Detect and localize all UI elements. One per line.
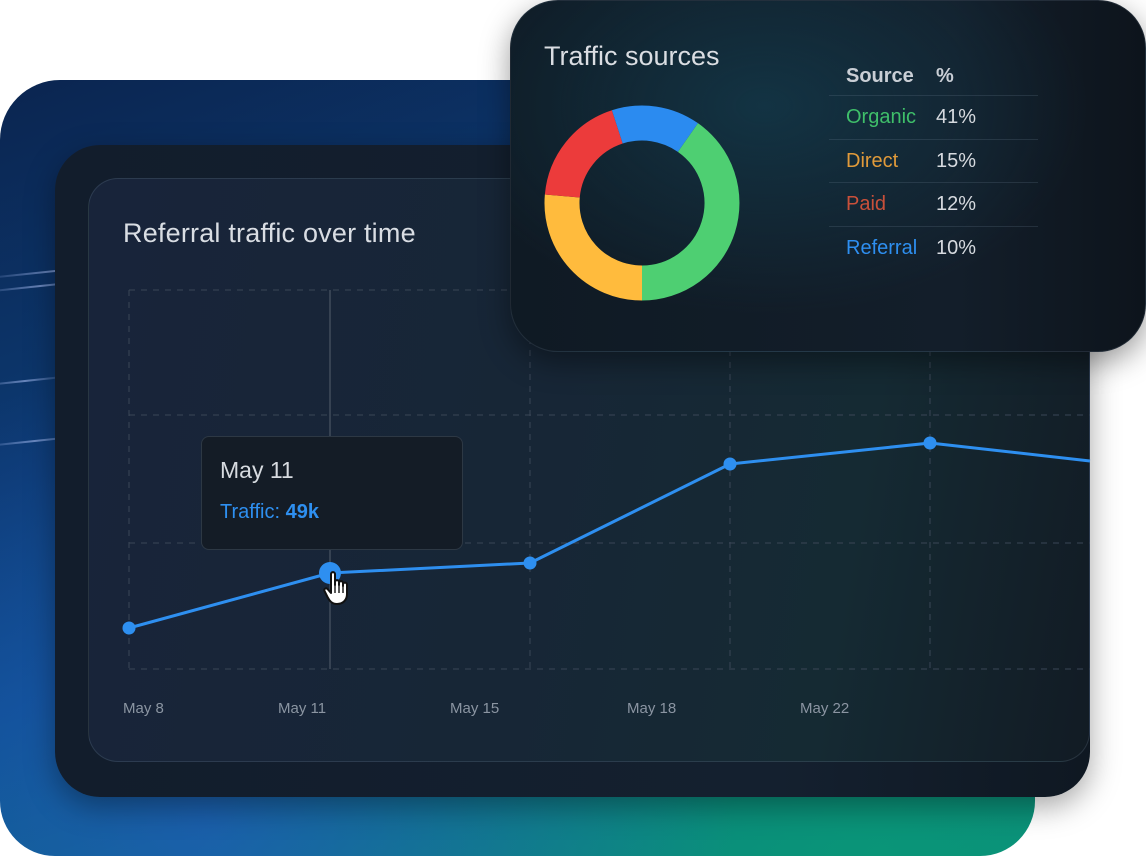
source-name: Organic [846, 106, 917, 128]
traffic-sources-title: Traffic sources [544, 41, 720, 71]
x-axis-label: May 22 [800, 700, 850, 717]
tooltip-value-number: 49k [285, 501, 319, 523]
chart-tooltip: May 11 Traffic: 49k [201, 436, 463, 550]
donut-segment-direct [544, 194, 643, 301]
x-axis-label: May 15 [450, 700, 500, 717]
pointer-hand-icon [323, 571, 348, 605]
source-percent: 10% [936, 236, 977, 259]
traffic-sources-donut [544, 105, 740, 301]
source-name: Direct [846, 149, 899, 172]
donut-segment-referral [611, 105, 698, 153]
table-row: Referral 10% [829, 227, 1038, 271]
traffic-sources-card: Traffic sources Source % Organic 41% Dir… [510, 0, 1146, 352]
source-percent: 15% [936, 149, 977, 172]
column-header-percent: % [936, 65, 954, 87]
x-axis-label: May 18 [627, 700, 677, 717]
source-percent: 12% [936, 193, 977, 215]
x-axis-label: May 8 [123, 700, 164, 717]
chart-title: Referral traffic over time [123, 218, 416, 248]
table-row: Paid 12% [829, 183, 1038, 227]
x-axis-label: May 11 [278, 700, 327, 717]
donut-segment-organic [641, 123, 740, 301]
source-name: Referral [846, 236, 918, 259]
table-row: Direct 15% [829, 140, 1038, 183]
table-row: Organic 41% [829, 96, 1038, 140]
donut-segment-paid [544, 110, 624, 199]
tooltip-value: Traffic: 49k [220, 501, 319, 524]
tooltip-date: May 11 [220, 457, 294, 483]
source-percent: 41% [936, 106, 977, 128]
column-header-source: Source [846, 65, 914, 87]
traffic-sources-table: Source % Organic 41% Direct 15% Paid 12%… [829, 61, 1038, 270]
source-name: Paid [846, 193, 887, 215]
tooltip-value-label: Traffic: [220, 501, 281, 523]
table-header-row: Source % [829, 61, 1038, 96]
